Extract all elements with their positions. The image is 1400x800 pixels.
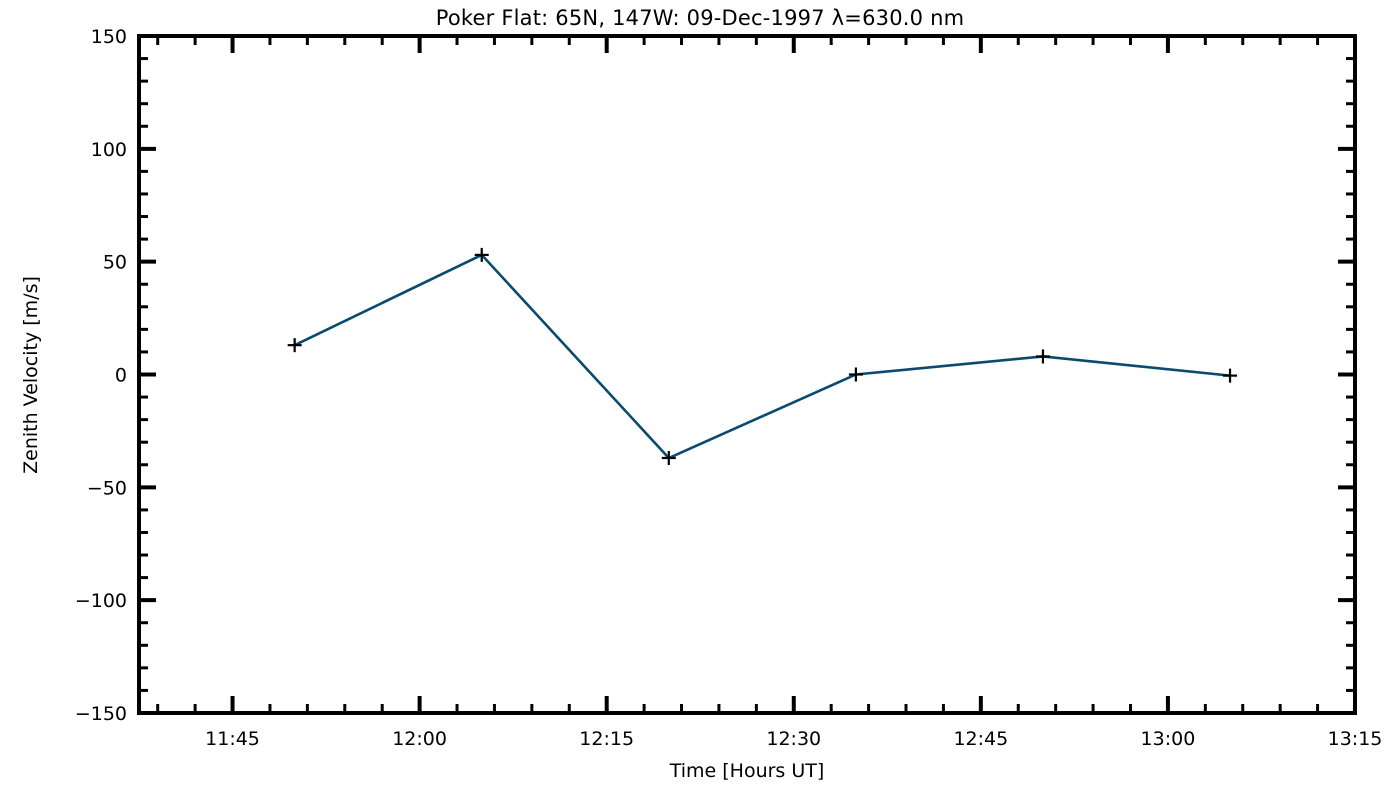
x-tick-label: 13:15 [1328,728,1383,750]
data-point-marker [474,247,489,262]
chart-title: Poker Flat: 65N, 147W: 09-Dec-1997 λ=630… [436,6,965,30]
y-tick-label: −50 [87,477,127,499]
data-point-marker [1223,368,1238,383]
y-tick-label: 100 [91,139,127,161]
x-axis-title: Time [Hours UT] [669,760,825,782]
x-tick-label: 13:00 [1141,728,1196,750]
y-axis-title: Zenith Velocity [m/s] [20,276,42,474]
data-series-zenith-velocity [294,253,1231,460]
y-tick-label: −150 [75,703,127,725]
x-tick-label: 11:45 [205,728,260,750]
data-point-marker [287,338,302,353]
x-axis-ticks [156,36,1357,713]
y-tick-label: −100 [75,590,127,612]
y-tick-label: 50 [103,252,127,274]
y-tick-label: 0 [115,365,127,387]
data-point-markers [287,247,1238,465]
y-axis-ticks [139,34,1355,715]
data-point-marker [1035,349,1050,364]
x-tick-label: 12:15 [579,728,634,750]
x-tick-label: 12:45 [953,728,1008,750]
y-tick-label: 150 [91,26,127,48]
x-tick-label: 12:00 [392,728,447,750]
data-point-marker [848,367,863,382]
y-axis-tick-labels: 150 100 50 0 −50 −100 −150 [75,26,127,725]
series-line [294,253,1231,460]
x-axis-tick-labels: 11:45 12:00 12:15 12:30 12:45 13:00 13:15 [205,728,1382,750]
data-point-marker [661,450,676,465]
x-tick-label: 12:30 [766,728,821,750]
